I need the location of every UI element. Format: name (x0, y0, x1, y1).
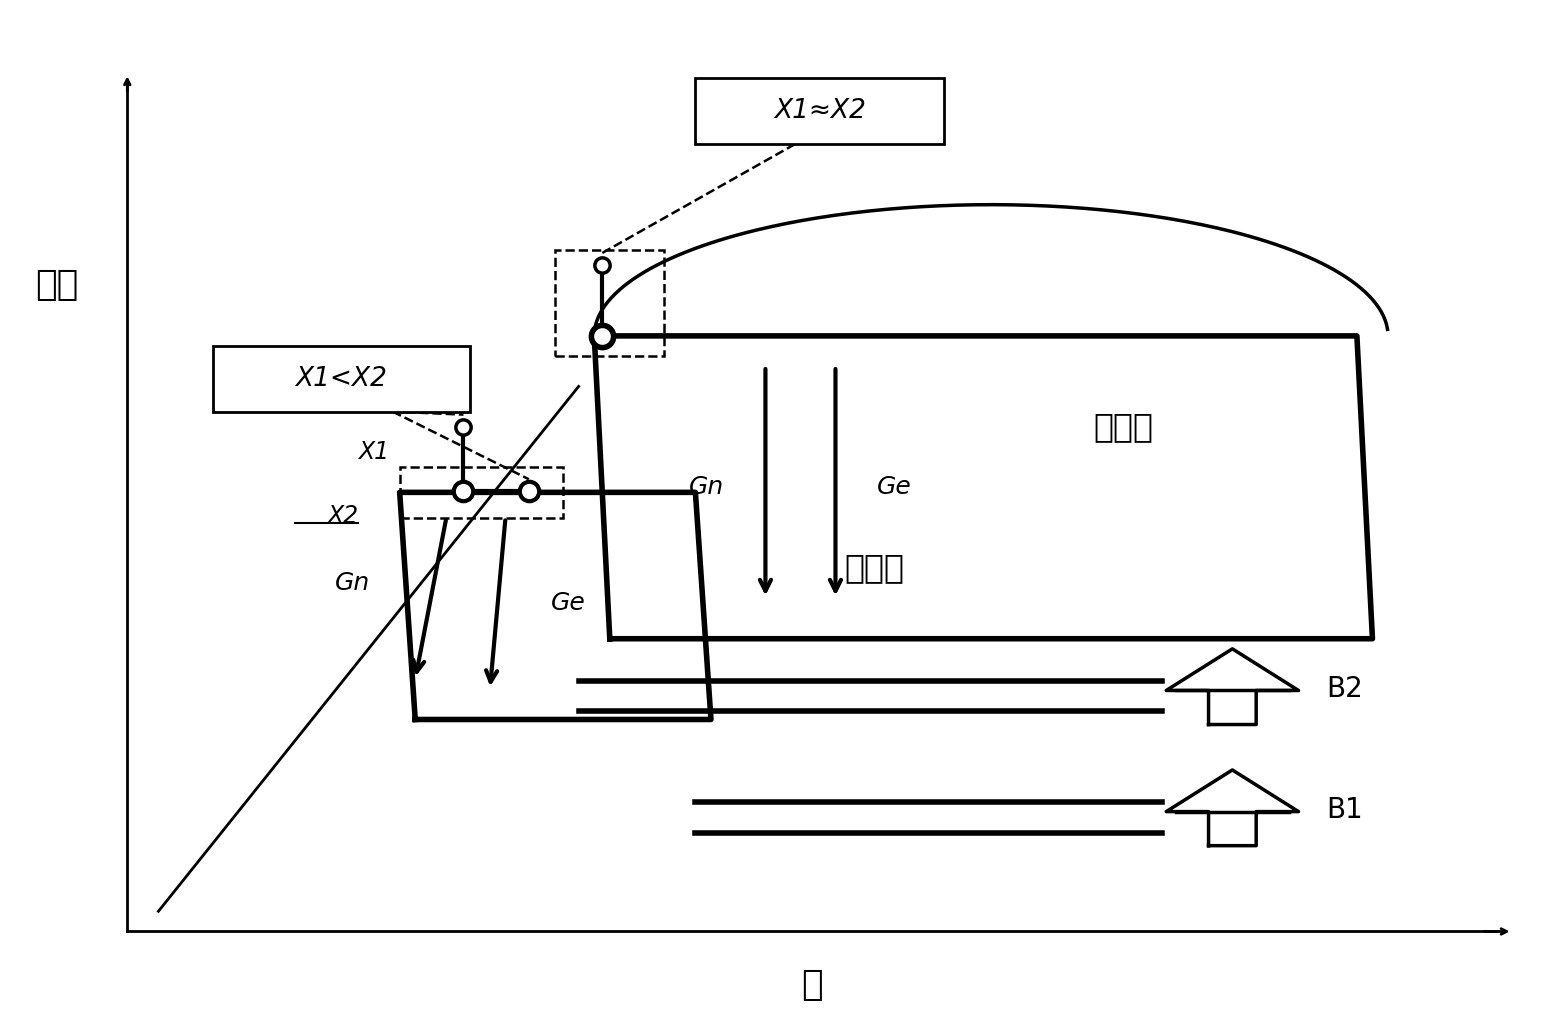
Text: X1≈X2: X1≈X2 (775, 98, 865, 124)
Text: Ge: Ge (878, 475, 912, 499)
Bar (212, 346, 470, 412)
Text: X1: X1 (358, 439, 389, 464)
Text: Gn: Gn (336, 571, 370, 595)
Bar (556, 250, 664, 356)
Text: 压力: 压力 (36, 268, 78, 302)
Bar (400, 467, 562, 518)
Text: 焍: 焍 (801, 968, 823, 1002)
Text: B1: B1 (1326, 797, 1362, 824)
Text: B2: B2 (1326, 675, 1362, 703)
Bar (695, 78, 945, 144)
Text: 高负荷: 高负荷 (1093, 410, 1153, 444)
Text: X1<X2: X1<X2 (295, 365, 387, 392)
Text: 低负荷: 低负荷 (845, 551, 904, 585)
Text: Gn: Gn (689, 475, 723, 499)
Text: X2: X2 (326, 503, 358, 528)
Text: Ge: Ge (550, 592, 586, 615)
